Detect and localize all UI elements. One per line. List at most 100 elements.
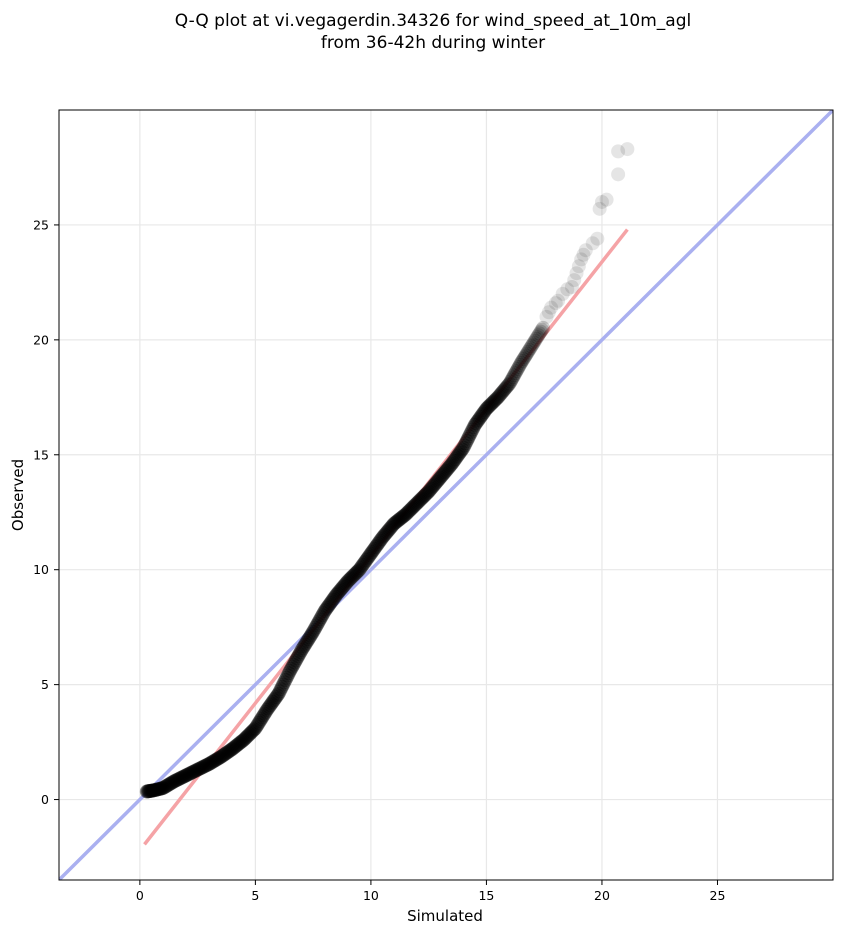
- data-point-295: [473, 409, 488, 424]
- data-point-262: [435, 468, 450, 482]
- data-point-199: [362, 548, 377, 563]
- data-point-3: [141, 784, 156, 799]
- data-point-150: [306, 624, 321, 639]
- data-point-222: [389, 514, 404, 529]
- data-point-292: [470, 414, 485, 429]
- data-point-289: [466, 420, 481, 435]
- data-point-348: [534, 322, 549, 337]
- data-point-325: [508, 366, 523, 381]
- data-point-107: [256, 708, 271, 723]
- data-point-362: [576, 247, 591, 262]
- data-point-20: [155, 781, 170, 796]
- x-tick-label-2: 10: [363, 888, 379, 903]
- data-point-17: [153, 781, 168, 796]
- data-point-246: [417, 489, 432, 504]
- data-point-69: [212, 750, 227, 765]
- data-point-125: [277, 675, 292, 690]
- data-point-14: [150, 782, 165, 797]
- data-point-223: [390, 513, 405, 528]
- data-point-79: [224, 742, 239, 757]
- data-point-197: [360, 551, 375, 566]
- data-point-67: [210, 752, 225, 767]
- data-point-236: [405, 500, 420, 515]
- data-point-92: [239, 730, 254, 745]
- data-point-108: [257, 706, 272, 721]
- data-point-50: [190, 762, 205, 777]
- data-point-87: [233, 735, 248, 750]
- data-point-224: [391, 513, 406, 528]
- data-point-214: [380, 525, 395, 540]
- data-point-360: [571, 259, 586, 274]
- data-point-99: [247, 722, 262, 737]
- data-point-364: [585, 236, 600, 251]
- data-point-170: [329, 587, 344, 602]
- data-point-42: [181, 767, 196, 782]
- data-point-159: [316, 606, 331, 621]
- data-point-160: [317, 604, 332, 619]
- data-point-146: [301, 632, 316, 647]
- data-point-51: [191, 762, 206, 777]
- data-point-257: [429, 474, 444, 489]
- data-point-275: [450, 448, 465, 463]
- data-point-319: [501, 377, 516, 392]
- data-point-56: [197, 759, 212, 774]
- data-point-288: [465, 422, 480, 437]
- data-point-10: [146, 783, 161, 798]
- data-point-324: [507, 368, 522, 383]
- data-point-165: [323, 596, 338, 611]
- data-point-230: [398, 507, 413, 522]
- data-point-90: [236, 732, 251, 747]
- data-point-323: [506, 370, 520, 385]
- data-point-192: [354, 559, 369, 574]
- data-point-9: [146, 783, 161, 798]
- data-point-26: [162, 776, 177, 791]
- data-point-64: [206, 754, 221, 769]
- data-point-88: [234, 734, 249, 749]
- data-point-200: [363, 546, 378, 561]
- data-point-258: [430, 473, 445, 488]
- data-point-179: [339, 575, 354, 590]
- data-point-136: [289, 651, 304, 666]
- data-point-259: [432, 472, 447, 487]
- data-point-81: [226, 741, 241, 756]
- data-point-346: [532, 326, 547, 341]
- data-point-266: [440, 462, 455, 477]
- data-point-363: [578, 243, 593, 258]
- data-point-138: [292, 647, 307, 662]
- data-point-234: [403, 502, 418, 517]
- data-point-52: [192, 761, 207, 776]
- data-point-241: [411, 494, 426, 509]
- data-point-284: [460, 431, 475, 446]
- data-point-367: [594, 194, 609, 209]
- data-point-8: [145, 783, 160, 798]
- data-point-126: [278, 673, 293, 688]
- data-point-129: [281, 666, 296, 681]
- data-point-208: [373, 533, 388, 548]
- data-point-77: [221, 744, 236, 759]
- data-point-361: [574, 252, 589, 267]
- data-point-209: [374, 532, 389, 547]
- data-point-78: [222, 743, 237, 758]
- data-point-280: [456, 440, 471, 455]
- data-point-104: [253, 713, 268, 728]
- y-tick-label-0: 0: [41, 792, 49, 807]
- data-point-181: [341, 573, 356, 588]
- data-point-218: [384, 519, 399, 534]
- data-point-342: [527, 333, 542, 348]
- data-point-43: [182, 766, 197, 781]
- data-point-148: [303, 628, 318, 643]
- data-point-106: [255, 710, 270, 725]
- data-point-282: [458, 436, 473, 451]
- data-point-210: [375, 530, 390, 545]
- data-point-76: [220, 745, 235, 760]
- data-point-46: [186, 764, 201, 779]
- data-point-265: [439, 463, 453, 478]
- data-point-242: [412, 493, 427, 508]
- data-point-62: [204, 755, 219, 770]
- data-point-276: [451, 447, 466, 462]
- x-tick-label-0: 0: [136, 888, 144, 903]
- data-point-112: [262, 699, 277, 714]
- data-point-255: [427, 477, 442, 492]
- data-point-305: [485, 396, 500, 411]
- data-point-371: [620, 142, 635, 157]
